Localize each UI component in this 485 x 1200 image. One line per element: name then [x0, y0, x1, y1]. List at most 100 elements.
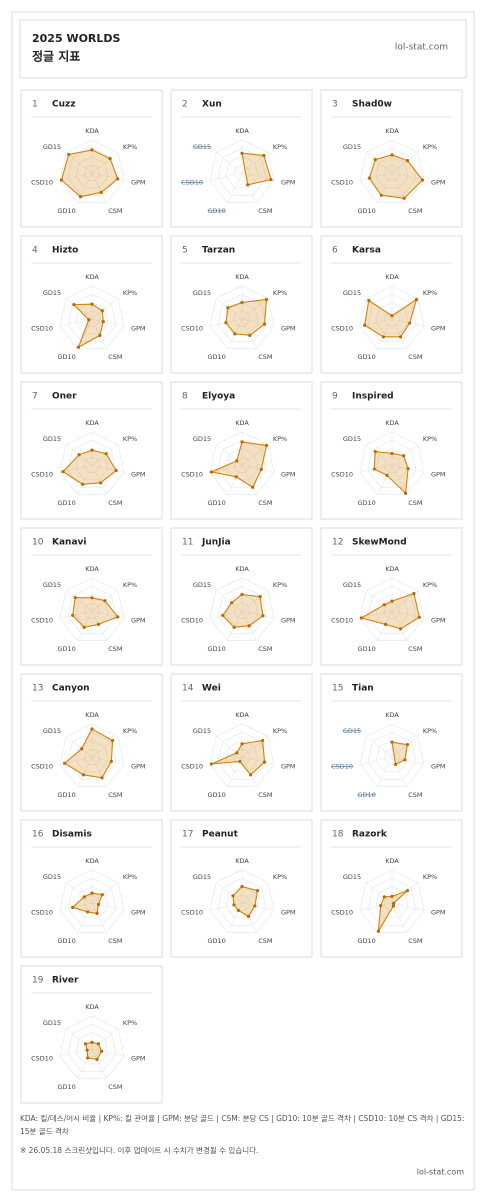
grid-ring: [67, 1023, 117, 1072]
axis-label: CSD10: [331, 178, 353, 186]
radar-point: [77, 453, 81, 457]
axis-label: GD15: [193, 581, 211, 589]
rank: 4: [32, 246, 38, 256]
axis-label: GD15: [43, 143, 61, 151]
axis-label: KP%: [423, 727, 437, 735]
radar-point: [393, 762, 398, 767]
spoke: [77, 464, 93, 495]
player-name: Tian: [352, 684, 374, 694]
axis-label: KDA: [235, 273, 249, 281]
header-site: lol-stat.com: [395, 43, 448, 53]
header-box: [19, 19, 467, 79]
grid-ring: [67, 877, 117, 926]
axis-label: GPM: [431, 324, 446, 332]
spoke: [359, 464, 393, 473]
spoke: [216, 152, 243, 174]
axis-label: GD10: [57, 353, 75, 361]
radar-point: [261, 614, 265, 618]
axis-label: KDA: [85, 1003, 99, 1011]
spoke: [366, 444, 393, 466]
card: [320, 819, 463, 958]
grid-ring: [67, 439, 117, 488]
spoke: [91, 318, 107, 349]
grid-ring: [75, 886, 109, 919]
radar-point: [403, 758, 407, 762]
radar-point: [63, 761, 67, 765]
grid-ring: [59, 723, 125, 788]
radar-point: [240, 151, 244, 155]
axis-label: GD10: [357, 937, 375, 945]
radar-point: [86, 910, 90, 914]
axis-label: GD15: [193, 873, 211, 881]
grid-ring: [75, 302, 109, 335]
spoke: [391, 318, 407, 349]
axis-label: GD10: [207, 791, 225, 799]
radar-point: [379, 903, 383, 908]
card: [320, 381, 463, 520]
spoke: [66, 590, 93, 612]
spoke: [359, 610, 393, 619]
axis-label: GPM: [431, 616, 446, 624]
radar-point: [363, 323, 367, 327]
header-title: 2025 WORLDS: [32, 32, 121, 45]
player-name: Oner: [52, 392, 77, 402]
radar-point: [86, 1056, 90, 1060]
axis-label: KDA: [235, 565, 249, 573]
radar-point: [414, 297, 419, 302]
spoke: [227, 902, 243, 933]
radar-point: [233, 332, 237, 336]
axis-label: KP%: [273, 435, 287, 443]
axis-label: GD10: [57, 1083, 75, 1091]
axis-label: KP%: [273, 289, 287, 297]
radar-point: [255, 889, 260, 893]
spoke: [91, 1048, 107, 1079]
radar-area: [360, 592, 420, 630]
radar-point: [382, 603, 386, 607]
axis-label: KP%: [123, 435, 137, 443]
spoke: [216, 590, 243, 612]
axis-label: KP%: [273, 727, 287, 735]
grid-ring: [83, 164, 101, 181]
radar-point: [78, 195, 83, 199]
axis-label: GD10: [357, 645, 375, 653]
radar-area: [364, 298, 418, 338]
rank: 10: [32, 538, 44, 548]
axis-label: KP%: [123, 143, 137, 151]
radar-point: [96, 1042, 101, 1046]
spoke: [366, 882, 393, 904]
radar-point: [376, 929, 380, 933]
radar-point: [83, 1042, 88, 1046]
radar-point: [109, 759, 113, 764]
axis-label: KDA: [235, 711, 249, 719]
grid-ring: [59, 577, 125, 642]
radar-point: [240, 884, 244, 889]
axis-label: CSM: [258, 937, 272, 945]
axis-label: CSD10: [331, 762, 353, 770]
radar-point: [59, 178, 64, 182]
spoke: [216, 882, 243, 904]
radar-point: [381, 335, 386, 339]
grid-ring: [359, 723, 425, 788]
axis-label: KP%: [423, 581, 437, 589]
spoke: [391, 318, 425, 327]
grid-ring: [209, 577, 275, 642]
radar-point: [76, 345, 80, 349]
axis-label: KDA: [385, 419, 399, 427]
spoke: [241, 464, 257, 495]
grid-ring: [59, 139, 125, 204]
spoke: [241, 610, 275, 619]
radar-area: [373, 451, 409, 495]
spoke: [91, 756, 125, 765]
spoke: [241, 756, 257, 787]
player-name: Xun: [202, 100, 222, 110]
grid-ring: [67, 293, 117, 342]
grid-ring: [209, 285, 275, 350]
card: [20, 89, 163, 228]
rank: 18: [332, 830, 344, 840]
grid-ring: [233, 894, 251, 911]
radar-point: [392, 901, 396, 905]
radar-point: [230, 601, 234, 605]
axis-label: KP%: [423, 143, 437, 151]
axis-label: GPM: [131, 324, 146, 332]
